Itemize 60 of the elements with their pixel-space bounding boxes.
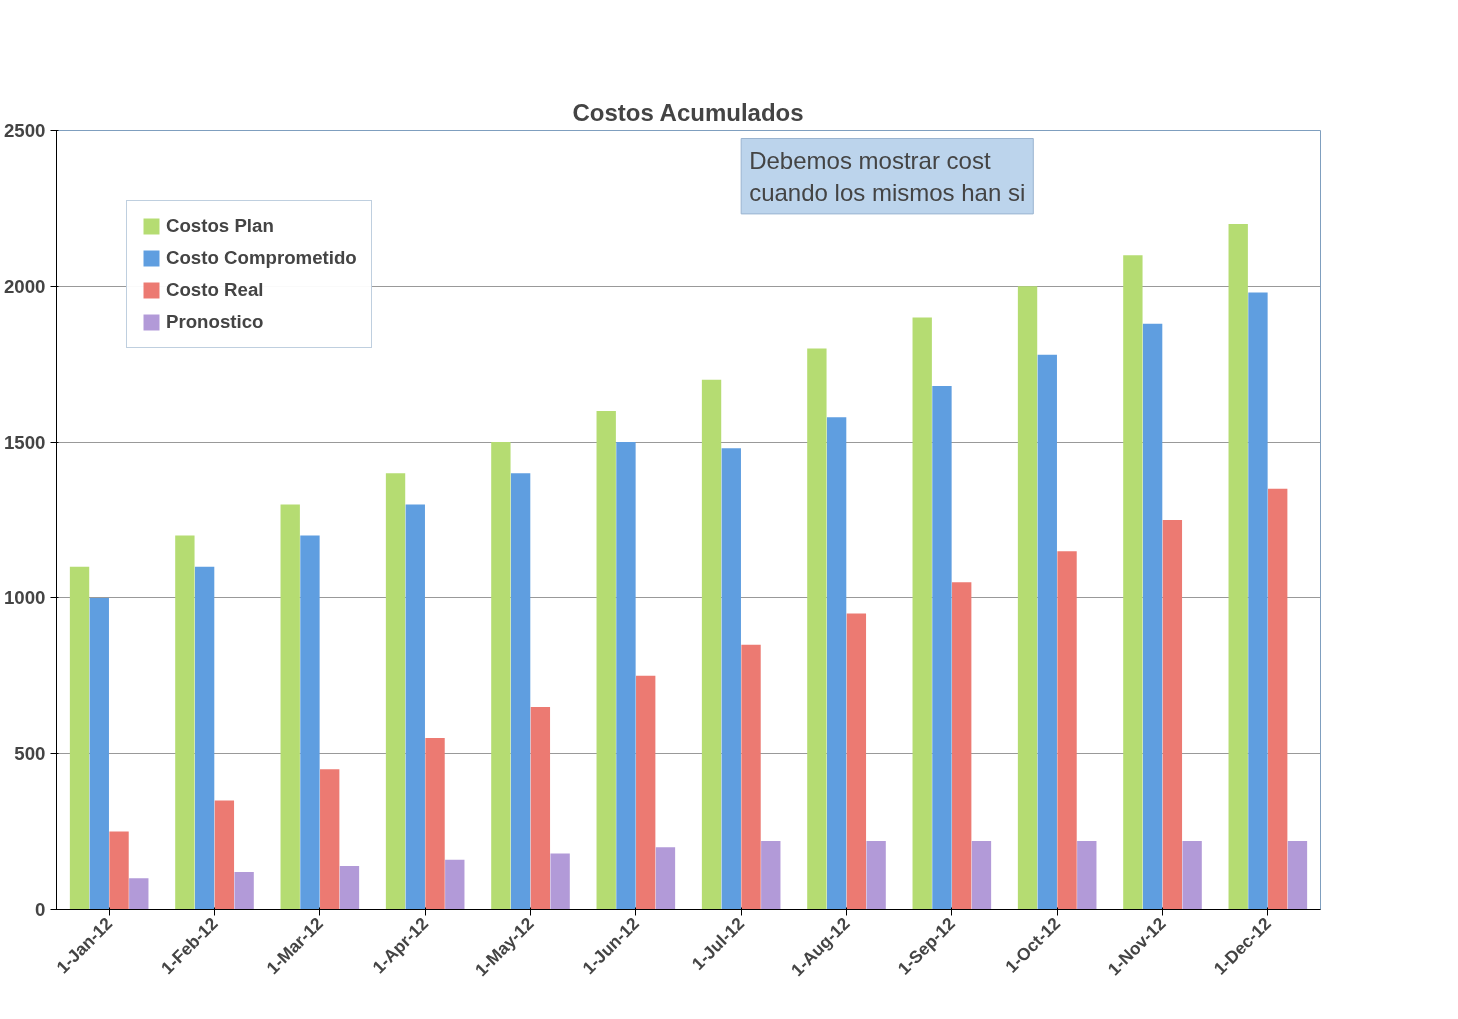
bar xyxy=(1077,840,1097,910)
legend-label: Costos Plan xyxy=(166,215,274,237)
bar xyxy=(912,317,932,910)
bar xyxy=(1268,488,1288,910)
bar xyxy=(1142,323,1163,910)
bar xyxy=(721,448,741,910)
bar xyxy=(425,738,445,910)
bar xyxy=(1162,520,1183,910)
bar xyxy=(1182,840,1202,910)
y-tick-label: 2000 xyxy=(4,275,46,297)
y-tick-label: 1500 xyxy=(4,431,46,453)
bar xyxy=(530,706,551,910)
y-tick-label: 500 xyxy=(14,743,46,765)
bar xyxy=(69,566,90,910)
bar xyxy=(596,410,616,910)
bar xyxy=(445,859,465,910)
bar xyxy=(1037,354,1057,910)
bar xyxy=(491,442,511,910)
legend-label: Costo Comprometido xyxy=(166,247,357,269)
bar xyxy=(214,800,235,910)
bar xyxy=(761,840,781,910)
bar xyxy=(129,878,149,910)
bar xyxy=(194,566,215,910)
bar xyxy=(89,597,109,910)
bar xyxy=(655,847,676,910)
y-tick-label: 2500 xyxy=(4,120,46,141)
bar xyxy=(1287,840,1308,910)
y-tick-label: 0 xyxy=(35,899,46,920)
bar xyxy=(866,840,886,910)
bar xyxy=(280,504,300,910)
bar xyxy=(234,872,254,910)
bar xyxy=(300,535,320,910)
bar xyxy=(1228,223,1248,910)
bar xyxy=(405,504,425,910)
legend-label: Pronostico xyxy=(166,311,264,333)
y-tick-label: 1000 xyxy=(4,587,46,609)
bar xyxy=(1248,292,1268,910)
bar xyxy=(636,675,656,910)
bar xyxy=(109,831,129,910)
bar xyxy=(1057,551,1077,910)
bar xyxy=(339,865,360,910)
bar xyxy=(1017,286,1038,910)
bar xyxy=(826,417,847,910)
bar xyxy=(971,840,992,910)
bar xyxy=(320,769,340,910)
legend-label: Costo Real xyxy=(166,279,264,301)
bar xyxy=(741,644,761,910)
bar xyxy=(385,473,406,910)
bar xyxy=(932,386,952,910)
bar xyxy=(175,535,195,910)
bar xyxy=(846,613,867,910)
bar xyxy=(616,442,636,910)
annotation: Debemos mostrar cost cuando los mismos han si xyxy=(749,146,1026,206)
bar xyxy=(701,379,722,910)
bar xyxy=(1123,255,1143,910)
bar xyxy=(807,348,827,910)
bar xyxy=(952,582,972,910)
bar xyxy=(550,853,570,910)
bar xyxy=(510,473,531,910)
chart-title: Costos Acumulados xyxy=(572,98,804,126)
